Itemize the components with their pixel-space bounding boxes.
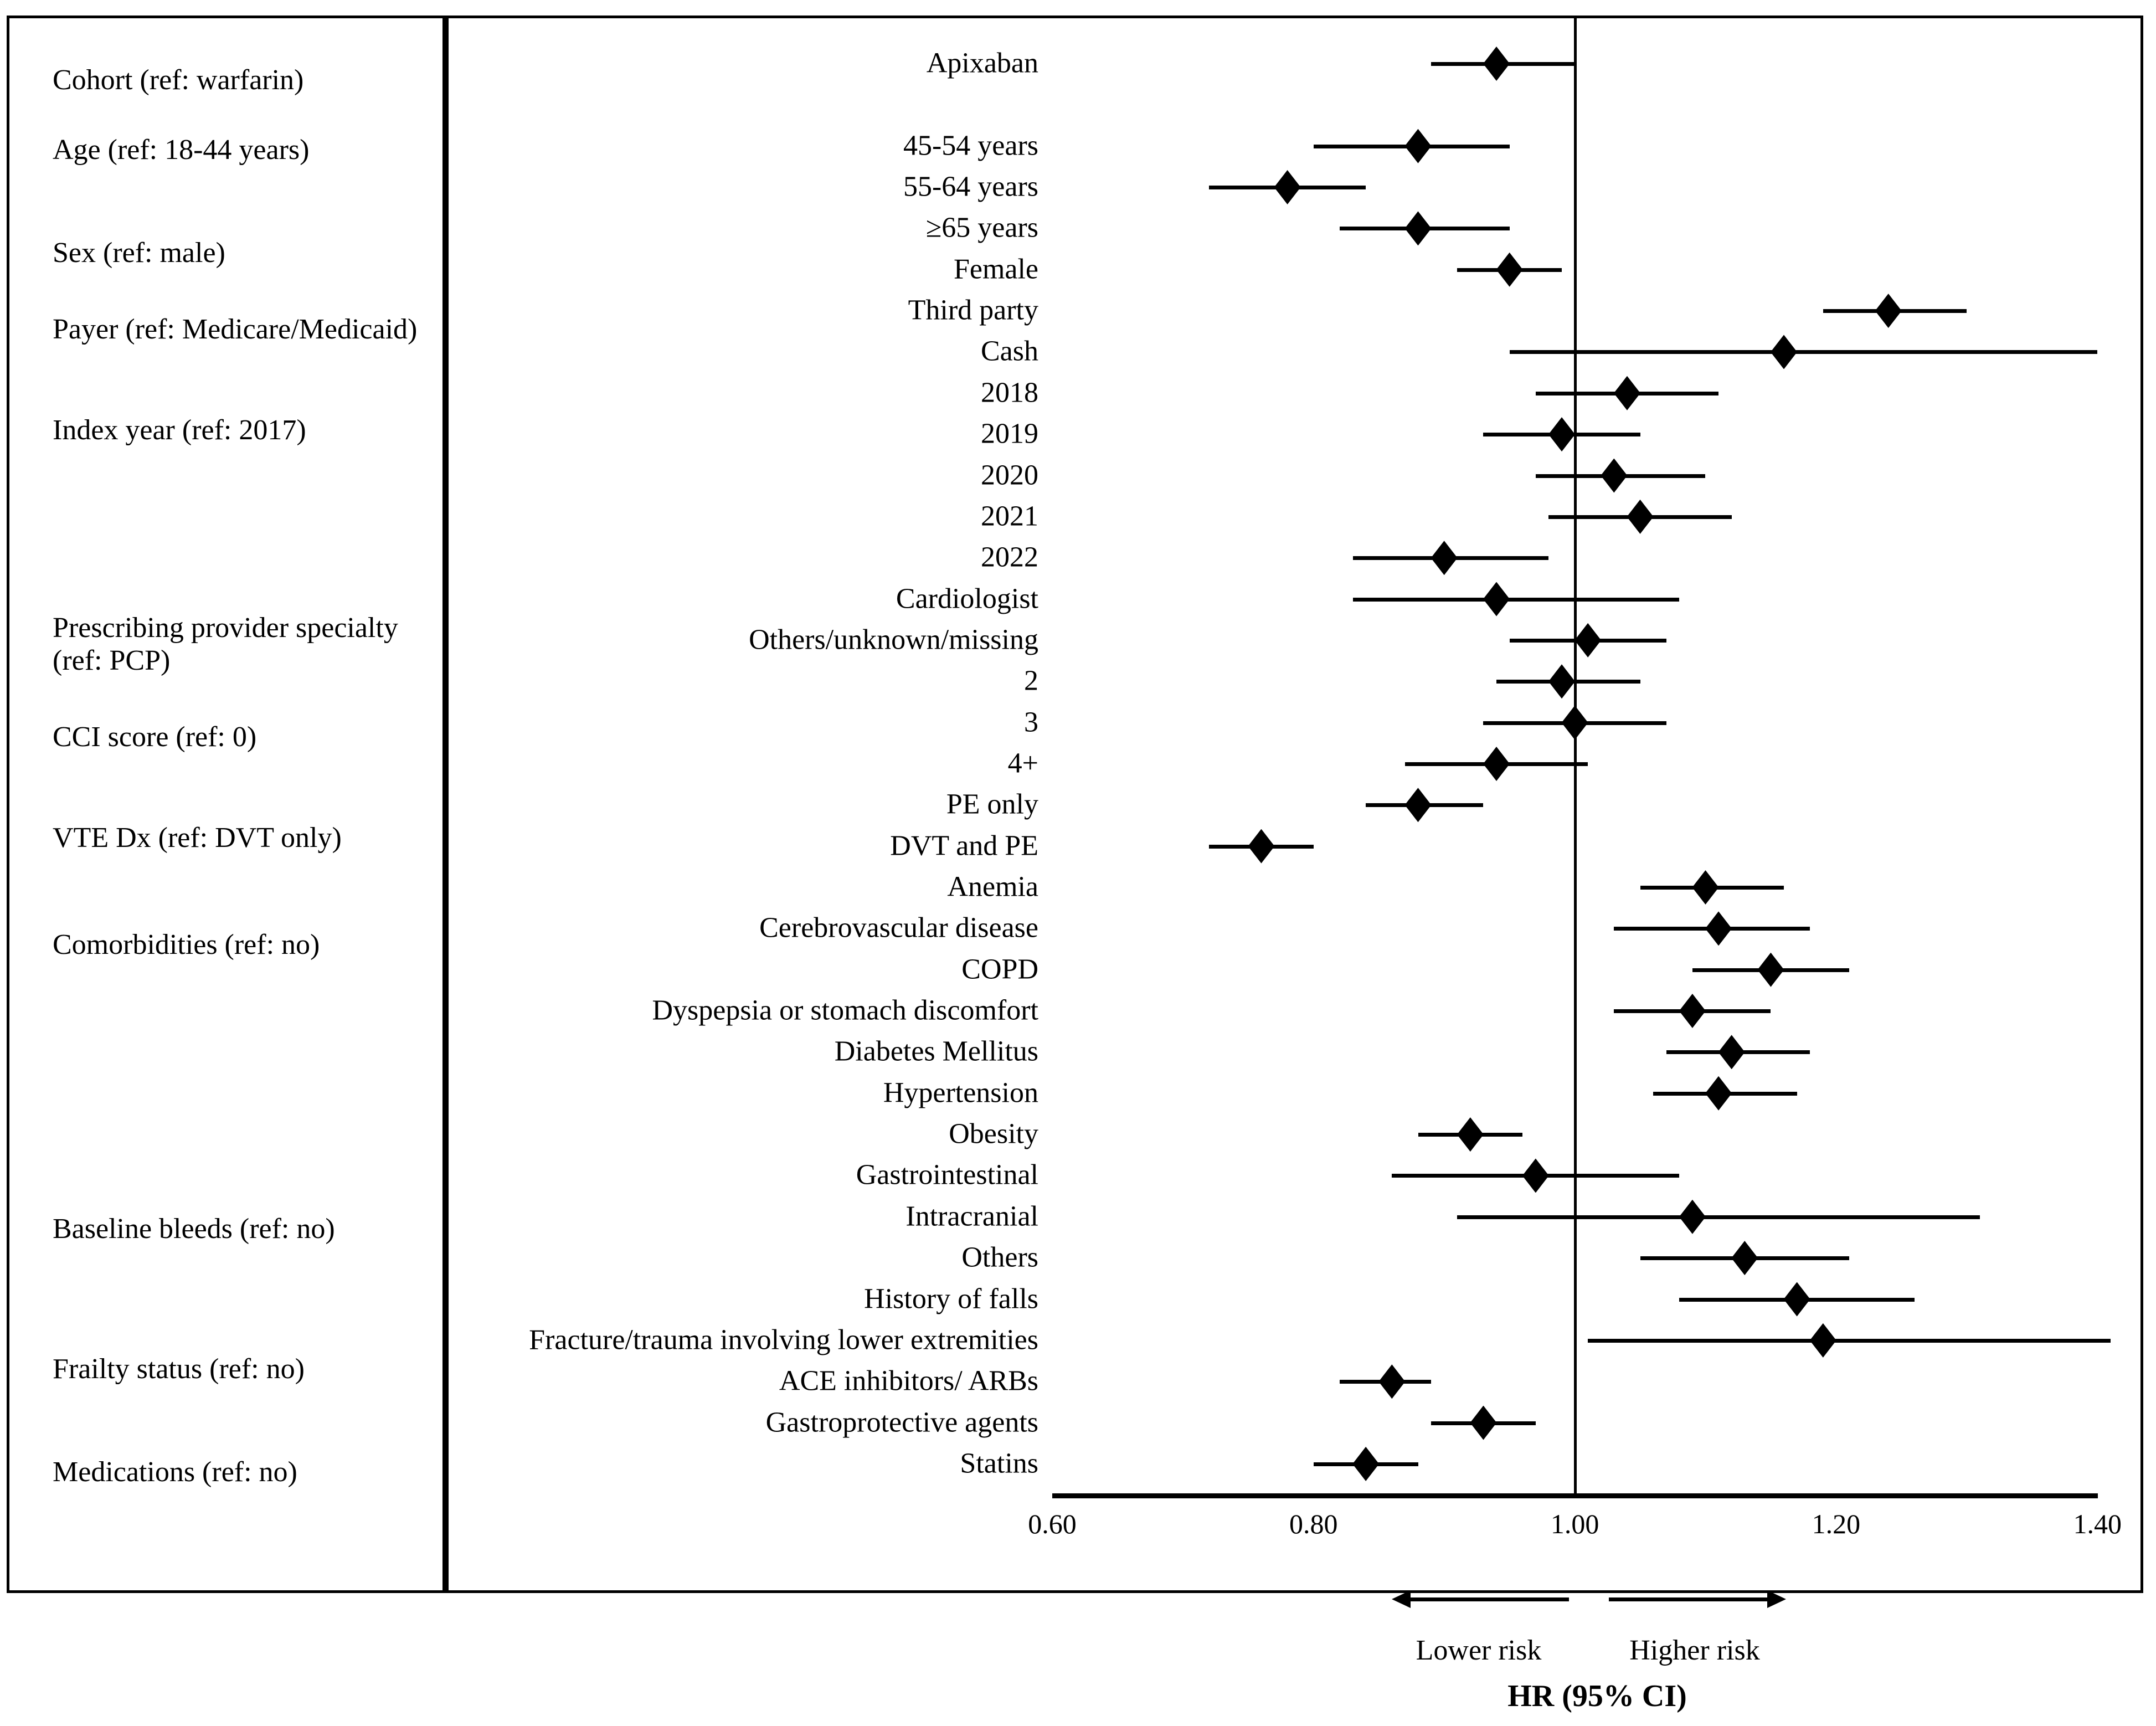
row-label: 3 (1024, 706, 1038, 738)
x-axis-line (1052, 1493, 2098, 1498)
group-label: Payer (ref: Medicare/Medicaid) (53, 313, 418, 345)
row-label: Cardiologist (896, 583, 1038, 615)
row-label: ≥65 years (925, 212, 1038, 244)
row-label: 45-54 years (903, 130, 1038, 162)
x-tick-label: 1.40 (2073, 1508, 2122, 1539)
row-label: 2018 (981, 377, 1038, 409)
ci-line (1457, 1215, 1980, 1219)
ci-line (1509, 350, 2098, 355)
row-label: Obesity (949, 1118, 1038, 1150)
x-tick-label: 1.00 (1550, 1508, 1599, 1539)
row-label: Female (953, 253, 1038, 285)
row-label: 2020 (981, 459, 1038, 491)
group-label: Index year (ref: 2017) (53, 414, 306, 446)
x-tick-label: 1.20 (1812, 1508, 1861, 1539)
panel-divider (442, 16, 449, 1593)
group-label: Frailty status (ref: no) (53, 1353, 305, 1385)
row-label: 55-64 years (903, 171, 1038, 203)
row-label: Statins (960, 1447, 1038, 1480)
row-label: Dyspepsia or stomach discomfort (652, 994, 1038, 1026)
group-label: Age (ref: 18-44 years) (53, 134, 310, 166)
higher-risk-label: Higher risk (1629, 1635, 1760, 1666)
row-label: Fracture/trauma involving lower extremit… (529, 1324, 1038, 1356)
row-label: PE only (946, 789, 1038, 820)
row-label: Cash (981, 336, 1038, 368)
row-label: 2022 (981, 541, 1038, 573)
figure-border (7, 16, 2143, 1593)
row-label: Anemia (947, 871, 1038, 903)
row-label: Apixaban (926, 47, 1038, 79)
group-label: CCI score (ref: 0) (53, 721, 257, 753)
left-arrowhead-icon (1392, 1590, 1411, 1608)
reference-line (1574, 18, 1577, 1496)
ci-line (1588, 1338, 2111, 1343)
row-label: Gastrointestinal (856, 1159, 1038, 1191)
row-label: Gastroprotective agents (765, 1406, 1038, 1439)
row-label: Diabetes Mellitus (834, 1036, 1038, 1068)
group-label: Medications (ref: no) (53, 1456, 297, 1488)
row-label: 2 (1024, 665, 1038, 697)
row-label: 2021 (981, 500, 1038, 532)
row-label: Others (961, 1241, 1038, 1273)
row-label: DVT and PE (890, 830, 1038, 862)
row-label: COPD (961, 953, 1038, 985)
row-label: Intracranial (905, 1200, 1038, 1232)
row-label: Third party (908, 294, 1038, 326)
group-label: Cohort (ref: warfarin) (53, 64, 304, 96)
lower-risk-label: Lower risk (1416, 1635, 1542, 1666)
right-arrowhead-icon (1767, 1590, 1786, 1608)
row-label: 4+ (1007, 747, 1038, 779)
row-label: ACE inhibitors/ ARBs (779, 1365, 1038, 1397)
group-label: Prescribing provider specialty (ref: PCP… (53, 612, 398, 676)
row-label: Cerebrovascular disease (759, 912, 1038, 944)
x-tick-label: 0.60 (1028, 1508, 1077, 1539)
group-label: Comorbidities (ref: no) (53, 928, 320, 960)
group-label: VTE Dx (ref: DVT only) (53, 821, 342, 854)
row-label: 2019 (981, 418, 1038, 450)
group-label: Baseline bleeds (ref: no) (53, 1213, 335, 1245)
group-label: Sex (ref: male) (53, 237, 225, 269)
x-axis-title: HR (95% CI) (1507, 1679, 1687, 1713)
row-label: Hypertension (883, 1077, 1038, 1109)
ci-line (1352, 597, 1680, 602)
row-label: History of falls (864, 1283, 1038, 1315)
row-label: Others/unknown/missing (749, 624, 1038, 656)
x-tick-label: 0.80 (1289, 1508, 1338, 1539)
